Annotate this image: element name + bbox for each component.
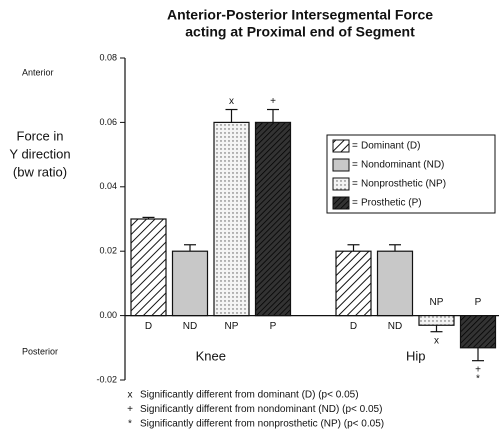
legend-label: Dominant (D) bbox=[361, 141, 420, 152]
y-tick-label: 0.04 bbox=[99, 181, 117, 191]
y-tick-label: 0.06 bbox=[99, 117, 117, 127]
anterior-label: Anterior bbox=[22, 67, 54, 77]
legend-swatch bbox=[332, 177, 350, 191]
bar-label: ND bbox=[388, 321, 402, 332]
category-label: Knee bbox=[196, 348, 226, 363]
note-symbol: + bbox=[127, 404, 133, 415]
legend-label: Nonprosthetic (NP) bbox=[361, 179, 446, 190]
error-bar bbox=[267, 108, 279, 123]
significance-mark: x bbox=[229, 96, 234, 107]
legend-prefix: = bbox=[352, 198, 358, 209]
bar bbox=[376, 250, 414, 317]
bar-label: D bbox=[350, 321, 357, 332]
error-bar bbox=[347, 244, 360, 252]
y-axis-label: Y direction bbox=[9, 146, 70, 161]
note-text: Significantly different from nonprosthet… bbox=[140, 419, 384, 430]
legend-label: Nondominant (ND) bbox=[361, 160, 444, 171]
y-tick-label: 0.02 bbox=[99, 246, 117, 256]
bar bbox=[213, 121, 250, 317]
legend-label: Prosthetic (P) bbox=[361, 198, 422, 209]
note-symbol: x bbox=[128, 390, 133, 401]
bar-label: NP bbox=[430, 297, 444, 308]
significance-mark: * bbox=[476, 373, 480, 384]
error-bar bbox=[430, 325, 443, 333]
legend-swatch bbox=[332, 158, 350, 172]
bar-label: P bbox=[270, 321, 277, 332]
legend-box bbox=[326, 134, 496, 214]
error-bar bbox=[389, 244, 401, 252]
bar-label: D bbox=[145, 321, 152, 332]
legend-prefix: = bbox=[352, 141, 358, 152]
bar bbox=[335, 250, 372, 317]
chart-title: Anterior-Posterior Intersegmental Force bbox=[167, 7, 433, 23]
error-bar bbox=[225, 108, 238, 123]
chart-title: acting at Proximal end of Segment bbox=[185, 24, 415, 40]
bar-label: ND bbox=[183, 321, 197, 332]
bar bbox=[418, 315, 455, 326]
legend-prefix: = bbox=[352, 160, 358, 171]
y-tick-label: -0.02 bbox=[96, 374, 117, 384]
significance-mark: + bbox=[475, 364, 481, 375]
bar bbox=[254, 121, 292, 317]
legend-prefix: = bbox=[352, 179, 358, 190]
bar bbox=[459, 315, 497, 349]
legend-swatch bbox=[332, 196, 350, 210]
y-tick-label: 0.08 bbox=[99, 52, 117, 62]
error-bar bbox=[142, 216, 155, 219]
posterior-label: Posterior bbox=[22, 346, 58, 356]
note-text: Significantly different from dominant (D… bbox=[140, 390, 359, 401]
y-axis-label: Force in bbox=[17, 128, 64, 143]
bar-label: P bbox=[475, 297, 482, 308]
note-text: Significantly different from nondominant… bbox=[140, 404, 382, 415]
bar bbox=[171, 250, 209, 317]
bar-label: NP bbox=[225, 321, 239, 332]
error-bar bbox=[472, 347, 484, 362]
bar bbox=[130, 218, 167, 317]
y-axis-label: (bw ratio) bbox=[13, 164, 67, 179]
significance-mark: + bbox=[270, 96, 276, 107]
y-tick-label: 0.00 bbox=[99, 310, 117, 320]
note-symbol: * bbox=[128, 419, 132, 430]
legend-swatch bbox=[332, 139, 350, 153]
significance-mark: x bbox=[434, 335, 439, 346]
error-bar bbox=[184, 244, 196, 252]
category-label: Hip bbox=[406, 348, 426, 363]
